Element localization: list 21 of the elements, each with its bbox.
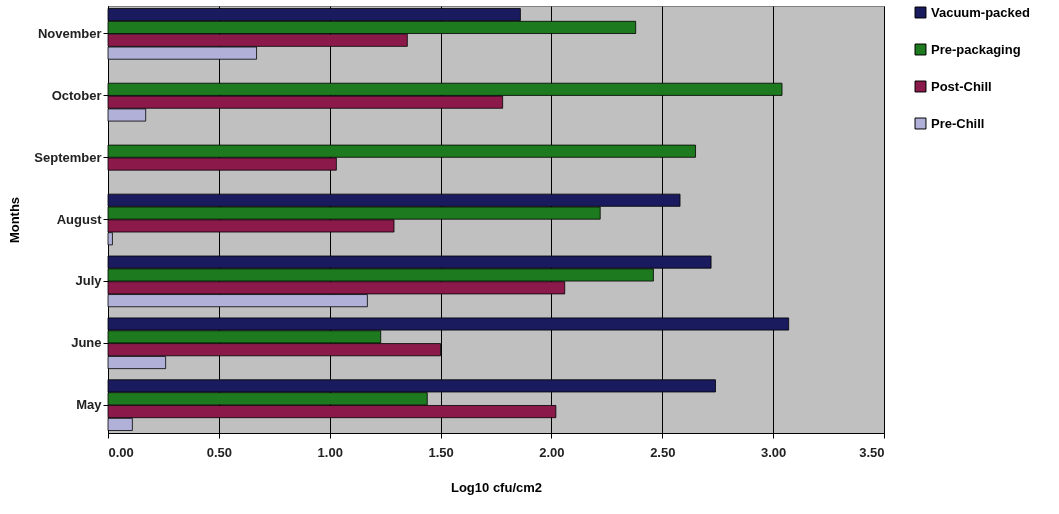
x-tick-label: 2.50 <box>650 444 676 460</box>
legend-label: Post-Chill <box>931 78 992 94</box>
y-tick-label: June <box>71 335 102 351</box>
legend-label: Pre-packaging <box>931 41 1021 57</box>
y-axis-title: Months <box>7 196 23 244</box>
x-tick-label: 1.00 <box>317 444 343 460</box>
x-tick-label: 3.50 <box>859 444 885 460</box>
y-tick-label: July <box>75 273 103 289</box>
y-tick-label: August <box>56 211 103 227</box>
legend-label: Pre-Chill <box>931 115 985 131</box>
x-tick-label: 0.00 <box>108 444 134 460</box>
x-tick-label: 3.00 <box>760 444 787 460</box>
y-tick-label: September <box>34 149 102 165</box>
x-axis-title: Log10 cfu/cm2 <box>450 479 543 495</box>
legend-label: Vacuum-packed <box>931 4 1031 20</box>
y-tick-label: November <box>37 25 102 41</box>
x-tick-label: 1.50 <box>428 444 454 460</box>
x-tick-label: 2.00 <box>539 444 565 460</box>
y-tick-label: May <box>76 397 103 413</box>
x-tick-label: 0.50 <box>206 444 233 460</box>
y-tick-label: October <box>51 87 102 103</box>
